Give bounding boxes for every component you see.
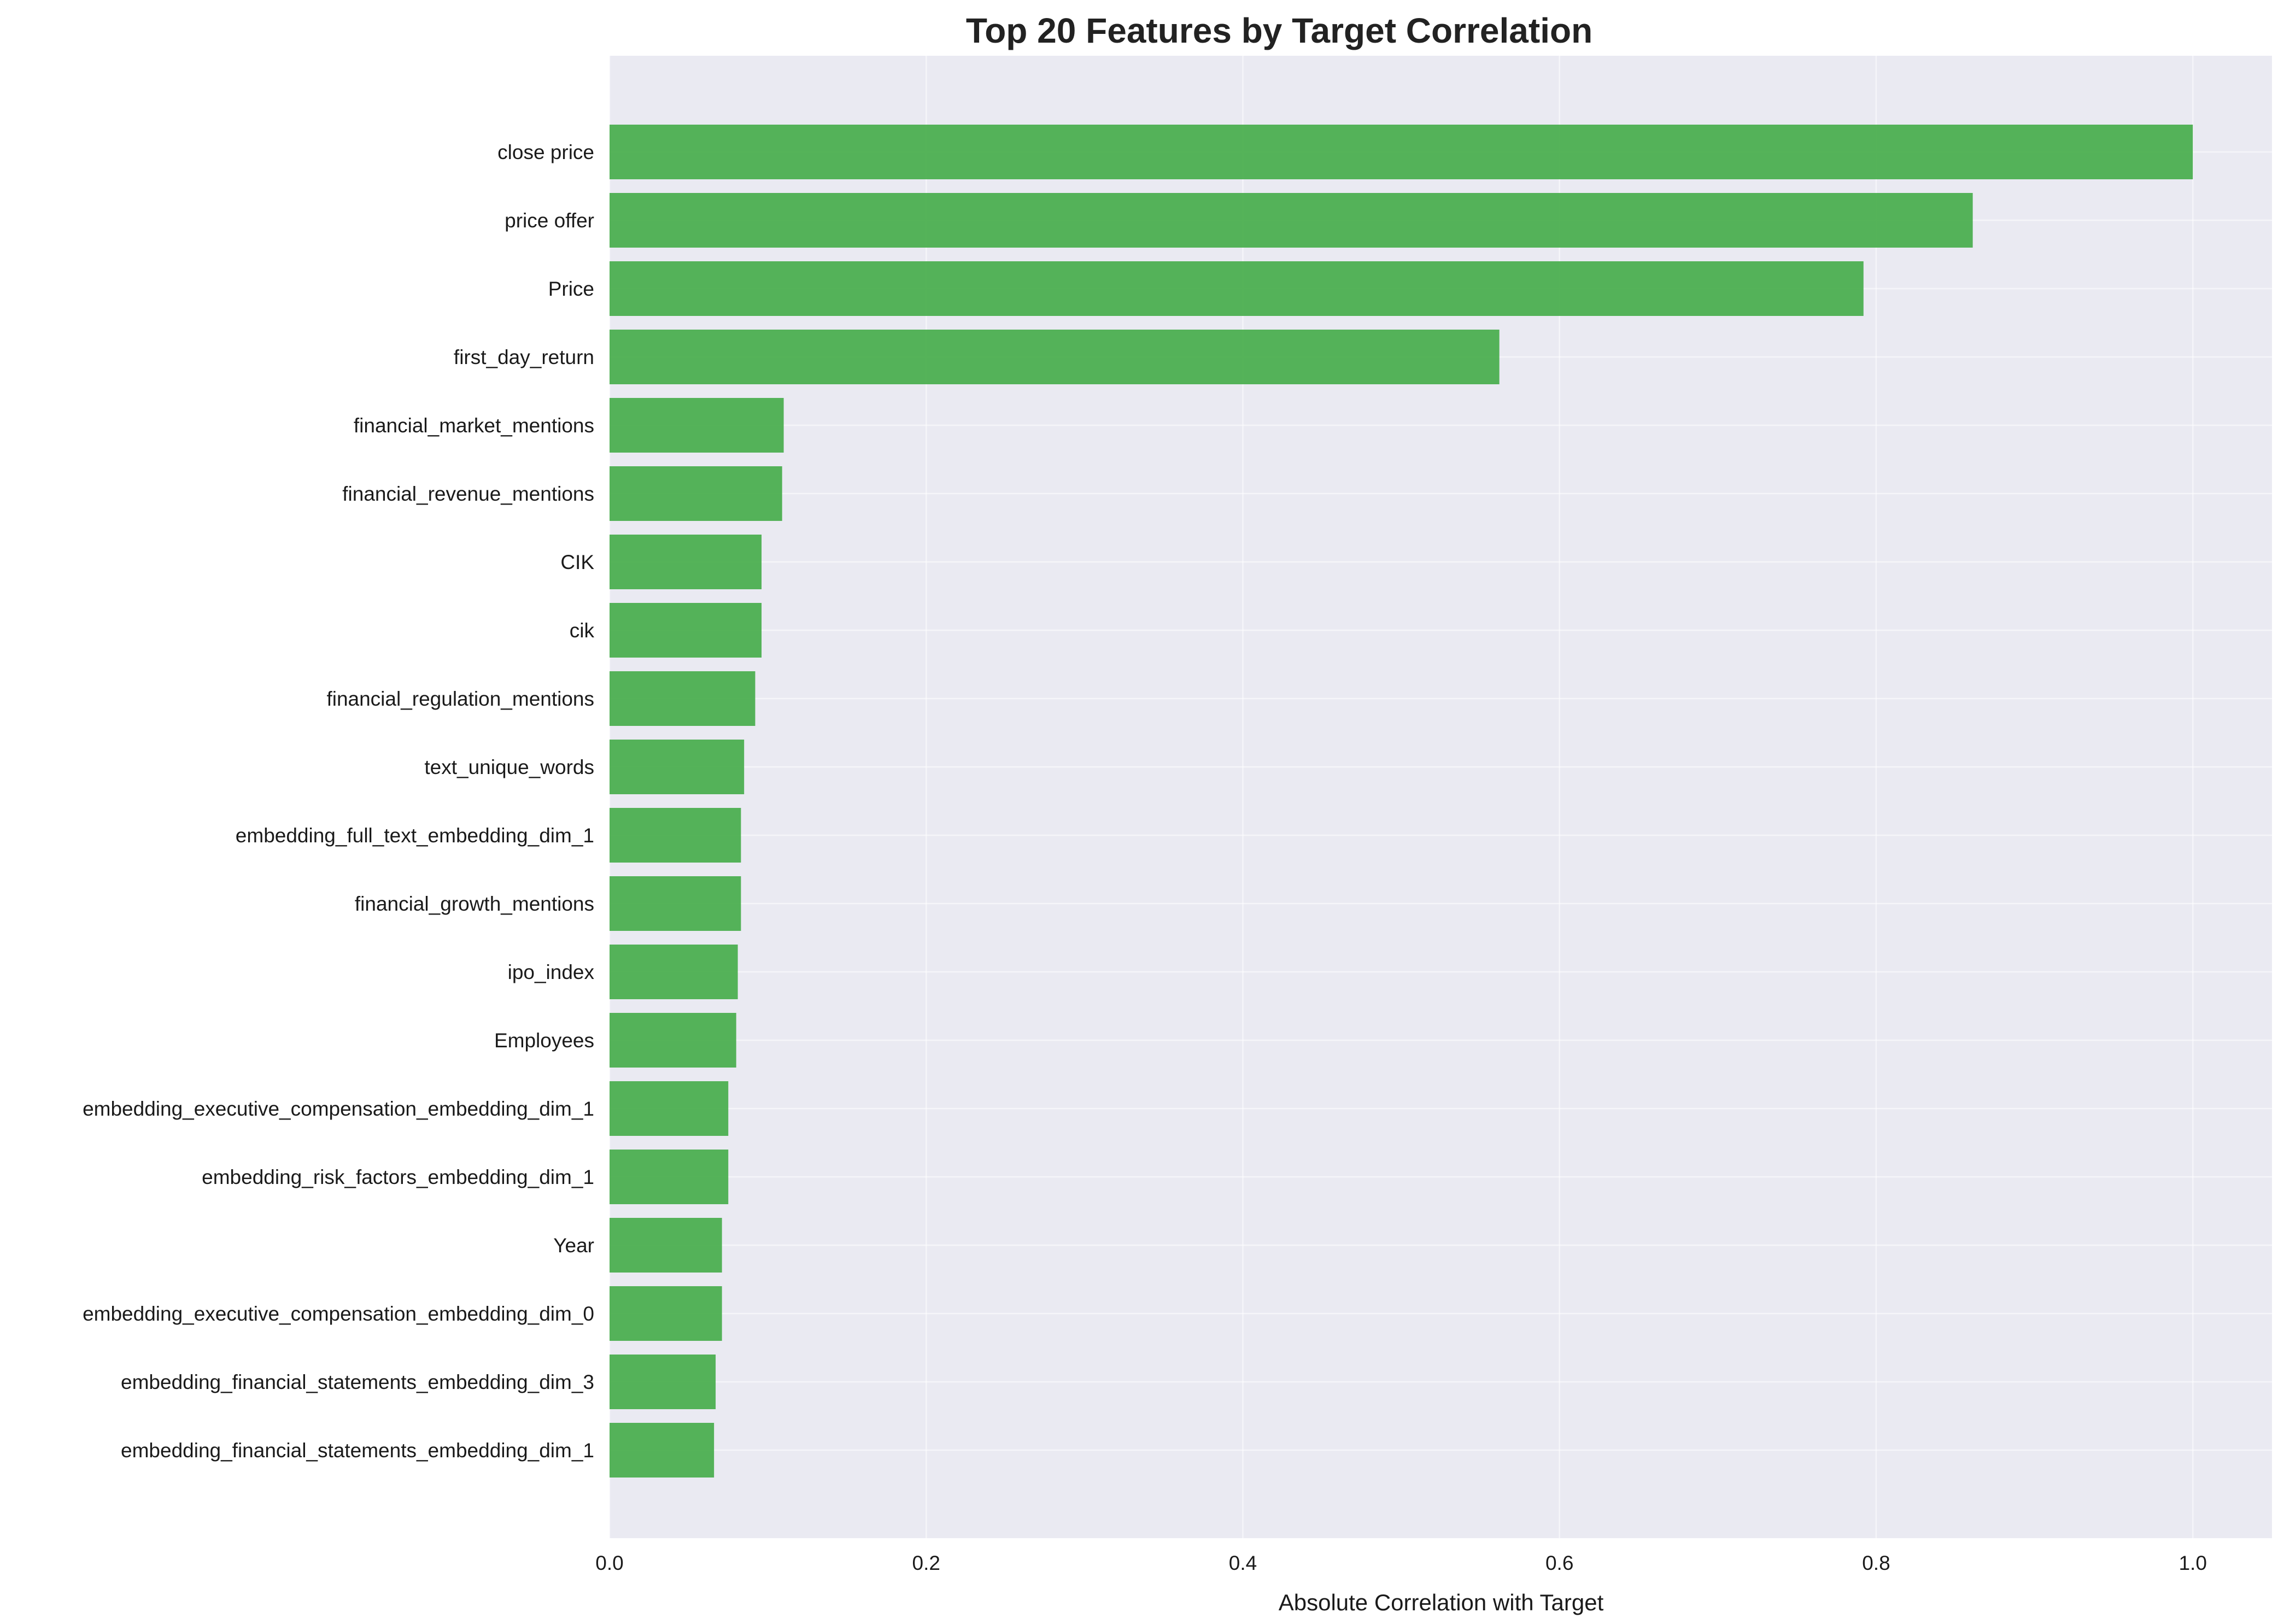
- bar: [610, 193, 1973, 248]
- bar: [610, 466, 782, 521]
- category-label: financial_growth_mentions: [355, 893, 594, 915]
- category-label: Price: [548, 278, 594, 300]
- category-label: financial_revenue_mentions: [342, 483, 594, 505]
- category-label: first_day_return: [454, 346, 594, 368]
- bar: [610, 535, 762, 589]
- bar: [610, 261, 1864, 316]
- bar: [610, 808, 741, 863]
- x-tick-label: 0.0: [595, 1552, 623, 1574]
- category-label: price offer: [505, 209, 594, 232]
- category-label: CIK: [560, 551, 594, 573]
- bar: [610, 125, 2193, 179]
- bar: [610, 603, 762, 658]
- bar: [610, 398, 784, 453]
- category-label: embedding_financial_statements_embedding…: [121, 1439, 594, 1462]
- chart-title: Top 20 Features by Target Correlation: [966, 11, 1592, 50]
- bars: [610, 125, 2193, 1478]
- bar: [610, 876, 741, 931]
- category-label: embedding_full_text_embedding_dim_1: [236, 824, 594, 847]
- category-label: ipo_index: [508, 961, 595, 983]
- bar: [610, 1286, 722, 1341]
- x-tick-label: 0.8: [1862, 1552, 1890, 1574]
- category-label: financial_regulation_mentions: [326, 688, 594, 710]
- x-tick-label: 1.0: [2179, 1552, 2206, 1574]
- bar: [610, 330, 1500, 384]
- category-labels: close price price offer Price first_day_ret…: [83, 141, 594, 1462]
- bar: [610, 1423, 715, 1478]
- category-label: embedding_executive_compensation_embeddi…: [83, 1303, 594, 1325]
- bar: [610, 671, 756, 726]
- x-axis-label: Absolute Correlation with Target: [1279, 1590, 1604, 1615]
- category-label: embedding_executive_compensation_embeddi…: [83, 1098, 594, 1120]
- category-label: close price: [497, 141, 594, 163]
- x-tick-label: 0.6: [1545, 1552, 1573, 1574]
- bar: [610, 1150, 729, 1204]
- bar: [610, 1013, 736, 1068]
- bar: [610, 1218, 722, 1273]
- bar: [610, 1081, 729, 1136]
- category-label: embedding_financial_statements_embedding…: [121, 1371, 594, 1393]
- bar: [610, 945, 738, 999]
- x-tick-label: 0.4: [1229, 1552, 1257, 1574]
- bar: [610, 1355, 716, 1409]
- category-label: cik: [570, 619, 595, 642]
- x-tick-label: 0.2: [912, 1552, 940, 1574]
- category-label: Employees: [494, 1029, 594, 1052]
- bar: [610, 740, 745, 794]
- x-tick-labels: 0.0 0.2 0.4 0.6 0.8 1.0: [595, 1552, 2207, 1574]
- category-label: text_unique_words: [424, 756, 594, 778]
- category-label: financial_market_mentions: [354, 414, 594, 437]
- category-label: Year: [553, 1234, 594, 1257]
- category-label: embedding_risk_factors_embedding_dim_1: [202, 1166, 594, 1188]
